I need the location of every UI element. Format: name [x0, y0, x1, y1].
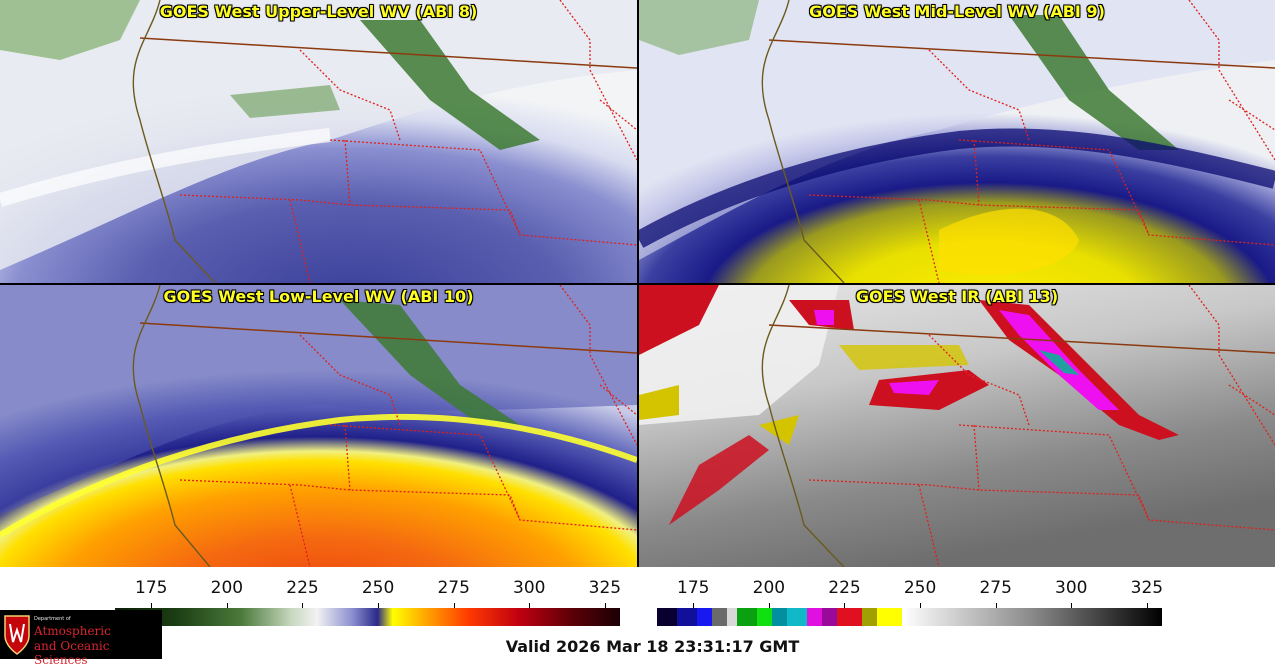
colorbar-tick-label: 175	[677, 578, 710, 598]
colorbar-tick-label: 225	[286, 578, 319, 598]
colorbar-tick	[1071, 603, 1073, 608]
colorbar-tick-label: 325	[588, 578, 622, 598]
colorbar-tick	[378, 603, 380, 608]
panel-divider-horizontal	[0, 283, 1275, 285]
colorbar-tick-label: 275	[437, 578, 470, 598]
colorbar-tick	[529, 603, 531, 608]
low-level-wv-panel: GOES West Low-Level WV (ABI 10)	[0, 285, 637, 567]
wv-colorbar: 175 200 225 250 275 300 325	[115, 578, 622, 626]
colorbar-tick	[151, 603, 153, 608]
colorbar-tick	[768, 603, 770, 608]
colorbar-tick	[1146, 603, 1148, 608]
colorbar-tick-label: 250	[903, 578, 937, 598]
colorbar-tick	[453, 603, 455, 608]
mid-level-wv-image	[639, 0, 1275, 283]
colorbar-tick-label: 200	[210, 578, 244, 598]
ir-image	[639, 285, 1275, 567]
upper-level-wv-panel: GOES West Upper-Level WV (ABI 8)	[0, 0, 637, 283]
colorbar-tick-label: 175	[135, 578, 168, 598]
colorbar-tick	[995, 603, 997, 608]
colorbar-tick	[604, 603, 606, 608]
colorbar-tick-label: 275	[979, 578, 1012, 598]
colorbar-tick-label: 300	[513, 578, 546, 598]
colorbar-tick-label: 325	[1130, 578, 1164, 598]
ir-panel: GOES West IR (ABI 13)	[639, 285, 1275, 567]
logo-line1: Atmospheric	[34, 624, 111, 638]
colorbar-tick-label: 225	[828, 578, 861, 598]
panel-title: GOES West Upper-Level WV (ABI 8)	[159, 2, 478, 21]
colorbar-tick	[920, 603, 922, 608]
ir-colorbar-gradient	[657, 608, 1162, 626]
wv-colorbar-gradient	[115, 608, 620, 626]
colorbar-tick-label: 300	[1055, 578, 1088, 598]
panel-title: GOES West IR (ABI 13)	[855, 287, 1059, 306]
mid-level-wv-panel: GOES West Mid-Level WV (ABI 9)	[639, 0, 1275, 283]
colorbar-tick	[302, 603, 304, 608]
logo-dept-label: Department of	[34, 616, 71, 622]
panel-title: GOES West Low-Level WV (ABI 10)	[163, 287, 474, 306]
colorbar-tick-label: 200	[752, 578, 786, 598]
valid-time: Valid 2026 Mar 18 23:31:17 GMT	[505, 637, 800, 656]
upper-level-wv-image	[0, 0, 637, 283]
uw-crest-icon	[4, 615, 30, 655]
colorbar-tick-label: 250	[361, 578, 395, 598]
colorbar-tick	[226, 603, 228, 608]
panel-title: GOES West Mid-Level WV (ABI 9)	[809, 2, 1105, 21]
colorbar-tick	[693, 603, 695, 608]
ir-colorbar: 175 200 225 250 275 300 325	[657, 578, 1164, 626]
colorbar-tick	[844, 603, 846, 608]
low-level-wv-image	[0, 285, 637, 567]
